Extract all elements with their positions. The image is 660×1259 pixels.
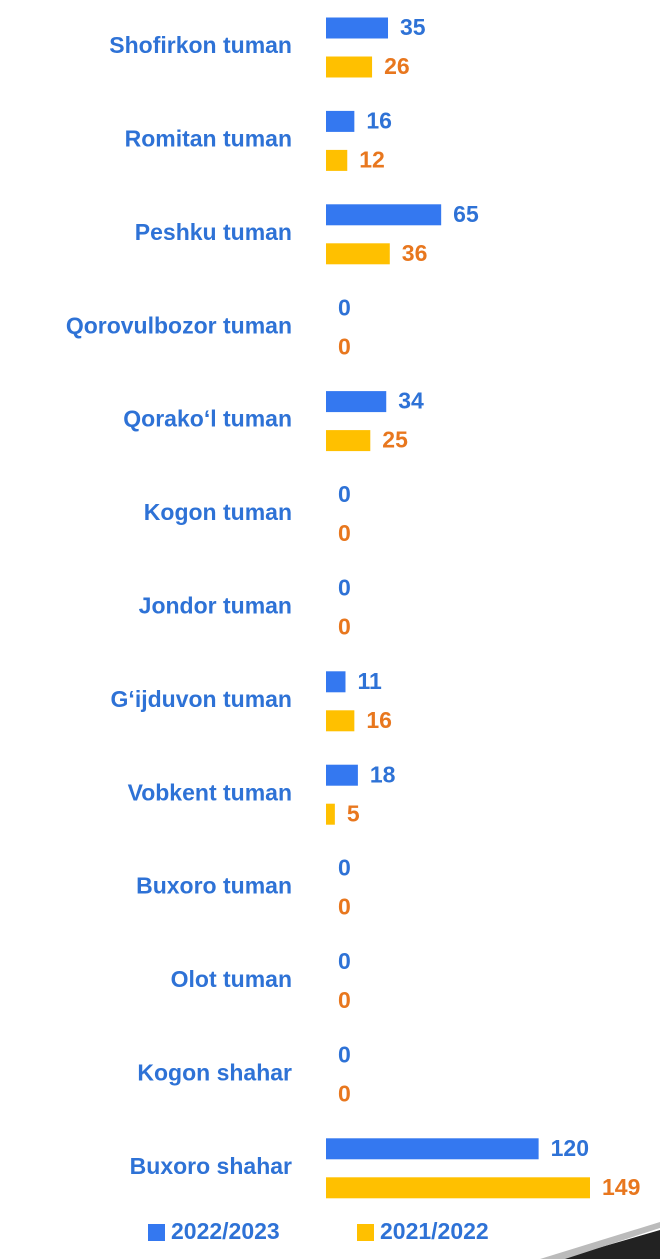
bar	[326, 56, 373, 78]
value-label: 0	[338, 574, 351, 600]
category-label: Peshku tuman	[135, 219, 292, 245]
bar	[326, 17, 389, 39]
bar	[326, 243, 390, 265]
category-label: Qorako‘l tuman	[123, 406, 292, 432]
value-label: 0	[338, 855, 351, 881]
value-label: 11	[357, 668, 382, 694]
value-label: 18	[370, 761, 396, 787]
category-label: Buxoro tuman	[136, 873, 292, 899]
bar	[326, 1138, 539, 1160]
value-label: 0	[338, 1041, 351, 1067]
bar	[326, 391, 387, 413]
value-label: 25	[382, 427, 408, 453]
value-label: 16	[366, 107, 392, 133]
value-label: 0	[338, 520, 351, 546]
bar	[326, 803, 335, 825]
value-label: 0	[338, 294, 351, 320]
category-label: Jondor tuman	[139, 592, 292, 618]
value-label: 0	[338, 948, 351, 974]
value-label: 16	[366, 707, 392, 733]
bar	[326, 204, 442, 226]
decoration	[540, 1222, 660, 1259]
value-label: 120	[551, 1135, 589, 1161]
legend-label: 2022/2023	[171, 1218, 280, 1244]
value-label: 0	[338, 987, 351, 1013]
legend-label: 2021/2022	[380, 1218, 489, 1244]
value-label: 149	[602, 1174, 640, 1200]
value-label: 36	[402, 240, 428, 266]
value-label: 0	[338, 333, 351, 359]
value-label: 5	[347, 800, 360, 826]
value-label: 0	[338, 894, 351, 920]
category-label: Vobkent tuman	[128, 779, 292, 805]
category-label: Romitan tuman	[125, 125, 292, 151]
bar	[326, 671, 346, 693]
category-label: Kogon tuman	[144, 499, 292, 525]
category-label: Shofirkon tuman	[109, 32, 292, 58]
bar	[326, 1177, 590, 1199]
value-label: 26	[384, 53, 410, 79]
legend-swatch	[357, 1224, 374, 1241]
bar	[326, 430, 371, 452]
category-label: Olot tuman	[171, 966, 292, 992]
category-label: G‘ijduvon tuman	[111, 686, 292, 712]
value-label: 35	[400, 14, 426, 40]
category-label: Qorovulbozor tuman	[66, 312, 292, 338]
value-label: 12	[359, 146, 385, 172]
legend-swatch	[148, 1224, 165, 1241]
value-label: 0	[338, 481, 351, 507]
bar	[326, 149, 348, 171]
value-label: 0	[338, 1080, 351, 1106]
value-label: 65	[453, 201, 479, 227]
bar	[326, 110, 355, 132]
value-label: 0	[338, 613, 351, 639]
category-label: Buxoro shahar	[130, 1153, 292, 1179]
bar	[326, 764, 358, 786]
category-label: Kogon shahar	[137, 1059, 292, 1085]
value-label: 34	[398, 388, 424, 414]
bar	[326, 710, 355, 732]
